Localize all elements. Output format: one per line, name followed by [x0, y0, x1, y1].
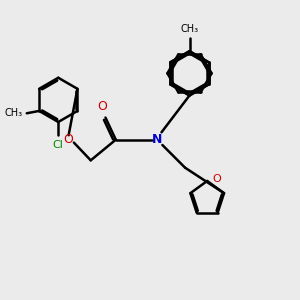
Text: O: O [64, 133, 74, 146]
Text: CH₃: CH₃ [5, 108, 23, 118]
Text: Cl: Cl [53, 140, 64, 150]
Text: N: N [152, 133, 162, 146]
Text: CH₃: CH₃ [180, 24, 199, 34]
Text: O: O [212, 175, 221, 184]
Text: O: O [98, 100, 107, 113]
